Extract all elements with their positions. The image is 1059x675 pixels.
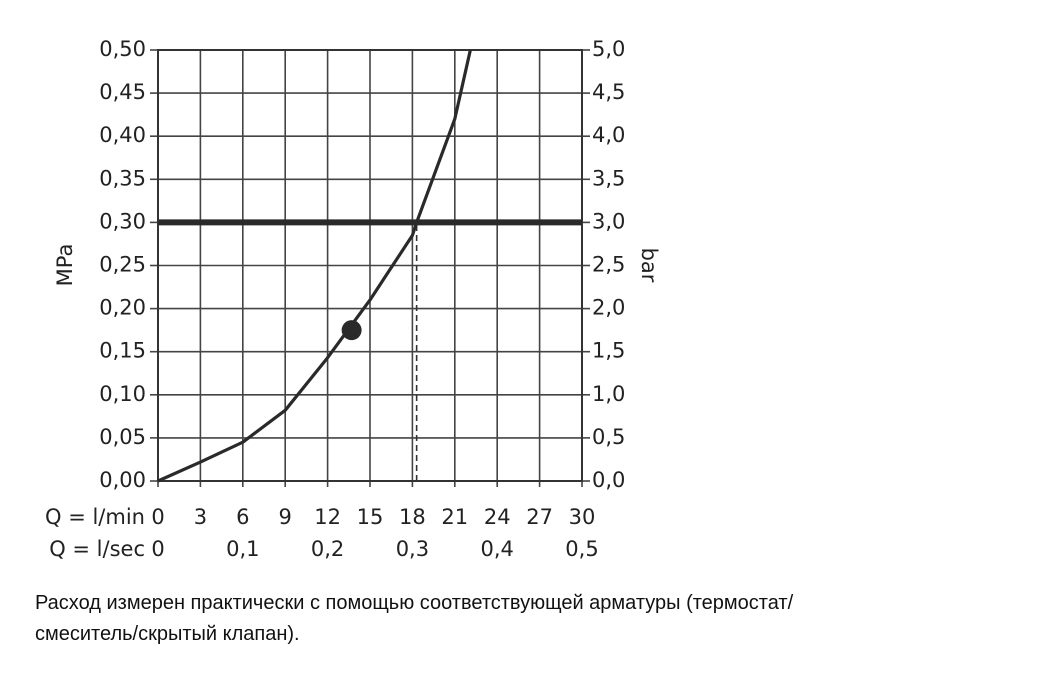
x-tick-label: 15 (357, 505, 384, 529)
y2-tick-label: 0,5 (592, 425, 625, 449)
x-tick-label: 6 (236, 505, 249, 529)
x-tick-label: 21 (441, 505, 468, 529)
caption-line: Расход измерен практически с помощью соо… (35, 592, 794, 614)
x-tick-label: 3 (194, 505, 207, 529)
x-tick-label: 0 (151, 505, 164, 529)
y-tick-label: 0,00 (99, 468, 146, 492)
y2-tick-label: 5,0 (592, 37, 625, 61)
y-tick-label: 0,40 (99, 123, 146, 147)
y-tick-label: 0,15 (99, 339, 146, 363)
y2-tick-label: 0,0 (592, 468, 625, 492)
y-tick-label: 0,45 (99, 80, 146, 104)
y2-tick-label: 3,0 (592, 209, 625, 233)
y-tick-label: 0,05 (99, 425, 146, 449)
y-tick-label: 0,30 (99, 209, 146, 233)
y2-tick-label: 2,5 (592, 253, 625, 277)
x-axis-label: Q = l/min (45, 505, 145, 529)
x2-tick-label: 0,3 (396, 537, 429, 561)
caption-line: смеситель/скрытый клапан). (35, 623, 300, 645)
x2-tick-label: 0 (151, 537, 164, 561)
x2-tick-label: 0,1 (226, 537, 259, 561)
x2-tick-label: 0,2 (311, 537, 344, 561)
x2-tick-label: 0,5 (565, 537, 598, 561)
x2-tick-label: 0,4 (480, 537, 513, 561)
y2-tick-label: 3,5 (592, 166, 625, 190)
x-tick-label: 18 (399, 505, 426, 529)
y-tick-label: 0,10 (99, 382, 146, 406)
x2-axis-label: Q = l/sec (49, 537, 145, 561)
y2-tick-label: 1,5 (592, 339, 625, 363)
caption: Расход измерен практически с помощью соо… (35, 588, 793, 650)
y2-tick-label: 4,5 (592, 80, 625, 104)
chart: MPa bar Q = l/min Q = l/sec 0,000,050,10… (45, 37, 661, 561)
x-tick-label: 30 (569, 505, 596, 529)
plot-frame (157, 49, 583, 482)
y-tick-label: 0,50 (99, 37, 146, 61)
y2-tick-label: 2,0 (592, 296, 625, 320)
y-tick-label: 0,35 (99, 166, 146, 190)
operating-point (341, 320, 362, 341)
x-tick-label: 9 (279, 505, 292, 529)
y2-tick-label: 1,0 (592, 382, 625, 406)
y-tick-label: 0,20 (99, 296, 146, 320)
x-tick-label: 27 (526, 505, 553, 529)
y2-axis-label: bar (637, 248, 661, 283)
y-axis-label: MPa (53, 244, 77, 287)
x-tick-label: 24 (484, 505, 511, 529)
x-tick-label: 12 (314, 505, 341, 529)
y-tick-label: 0,25 (99, 253, 146, 277)
y2-tick-label: 4,0 (592, 123, 625, 147)
